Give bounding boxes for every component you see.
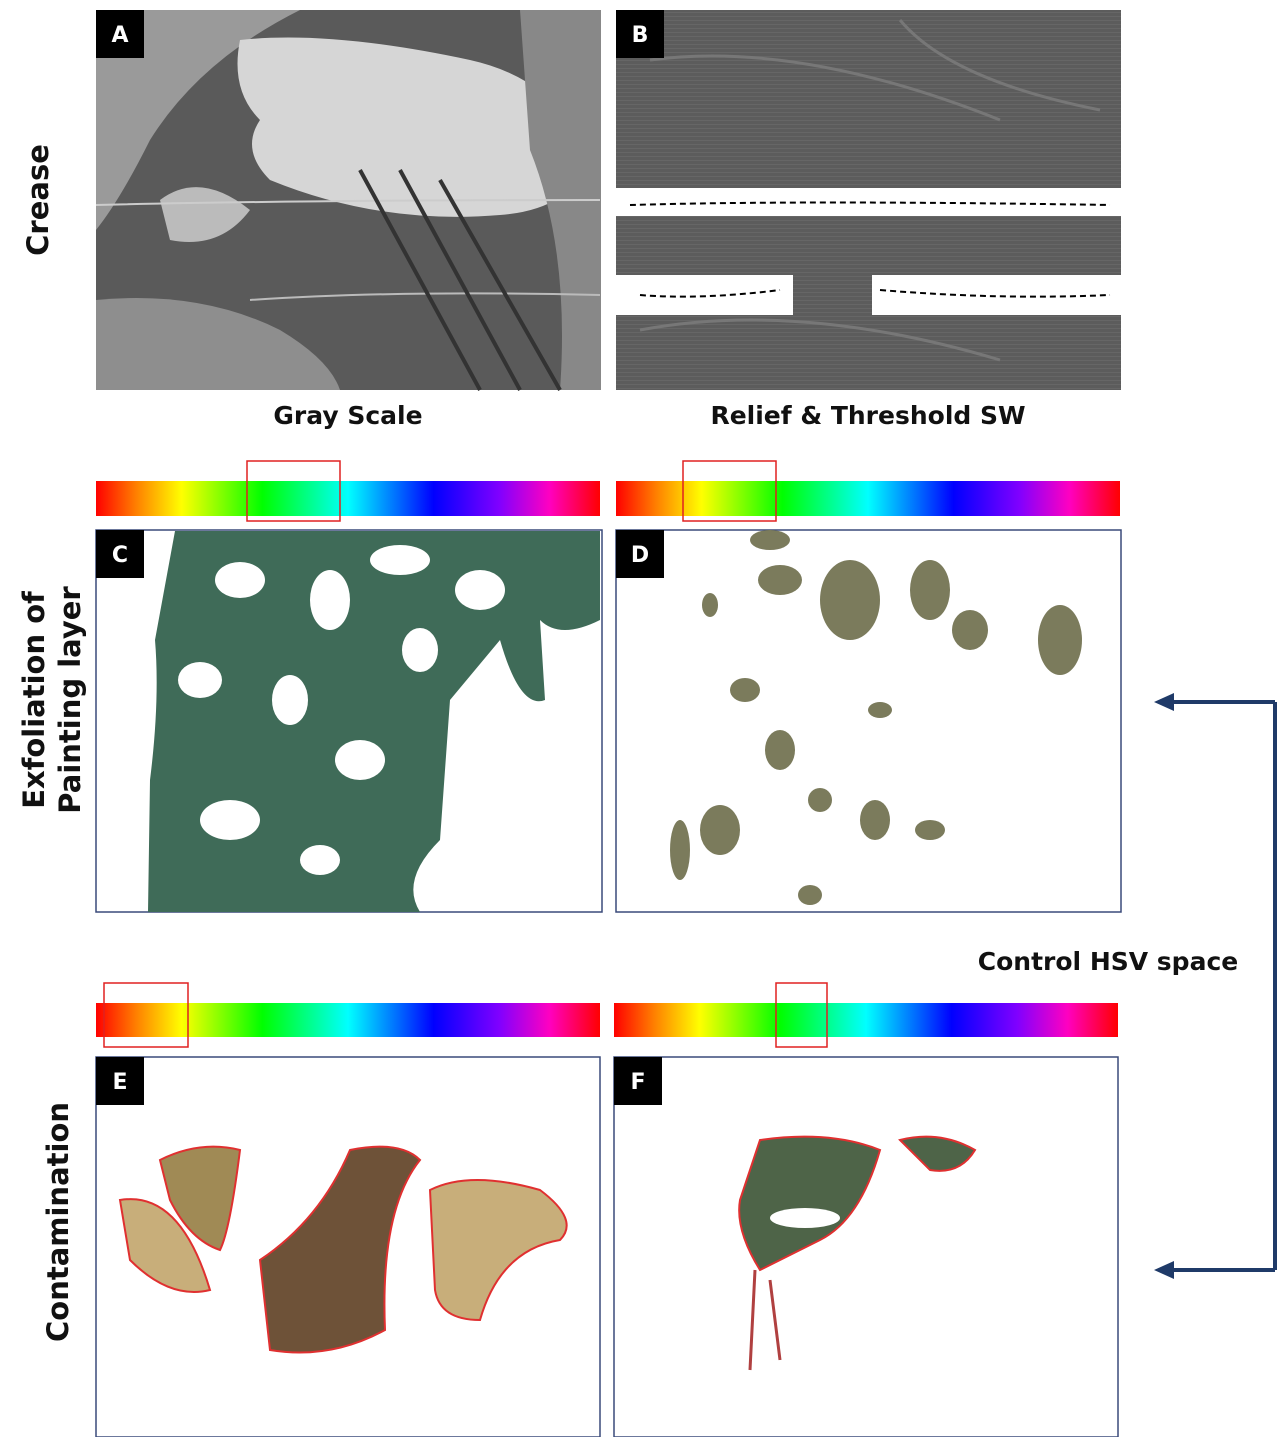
caption: Gray Scale [273, 401, 422, 430]
row-label: Painting layer [53, 586, 87, 814]
hue-bar [616, 481, 1120, 516]
hue-bar [96, 481, 600, 516]
panel-letter: B [632, 23, 649, 48]
panel-e-image [96, 1057, 600, 1437]
panel-letter: A [111, 23, 128, 48]
row-label: Exfoliation of [17, 591, 51, 809]
row-label: Crease [21, 144, 55, 256]
row-label: Contamination [41, 1102, 75, 1342]
hue-bar [96, 1003, 600, 1037]
annotation: Control HSV space [978, 947, 1238, 976]
hue-bar [614, 1003, 1118, 1037]
panel-b-image [616, 10, 1121, 390]
panel-letter: D [631, 543, 649, 568]
panel-d-image [616, 530, 1121, 912]
panel-letter: E [112, 1070, 127, 1095]
hsv-arrow [1154, 693, 1275, 1279]
panel-c-image [96, 530, 602, 912]
caption: Relief & Threshold SW [710, 401, 1025, 430]
panel-f-image [614, 1057, 1118, 1437]
panel-a-image [96, 10, 601, 390]
panel-letter: C [112, 543, 128, 568]
figure: Gray Scale Relief & Threshold SW Crease … [0, 0, 1282, 1437]
panel-letter: F [630, 1070, 645, 1095]
